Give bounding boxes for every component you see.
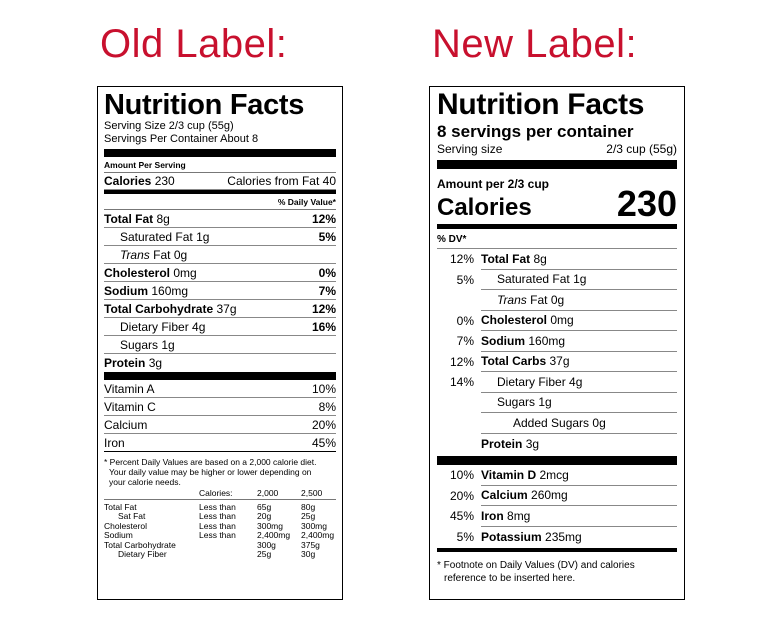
- old-servings-per-container: Servings Per Container About 8: [104, 133, 259, 145]
- old-nutrition-label: Nutrition Facts Serving Size 2/3 cup (55…: [97, 86, 343, 600]
- old-label-heading: Old Label:: [100, 22, 288, 66]
- new-nutrient-row: 14% Dietary Fiber 4g: [437, 372, 677, 393]
- old-serving-size: Serving Size 2/3 cup (55g): [104, 120, 234, 132]
- old-nutrient-row: Sugars 1g: [104, 336, 336, 354]
- new-nutrient-row: Trans Fat 0g: [437, 290, 677, 311]
- new-nutrient-row: Added Sugars 0g: [437, 413, 677, 434]
- old-footnote: * Percent Daily Values are based on a 2,…: [104, 457, 317, 487]
- new-thick-divider-3: [437, 456, 677, 465]
- new-thick-divider-2: [437, 224, 677, 229]
- new-servings-per-container: 8 servings per container: [437, 122, 634, 141]
- new-nutrient-row: Sugars 1g: [437, 393, 677, 413]
- new-dv-header: % DV*: [437, 229, 677, 249]
- old-nutrient-row: Protein 3g: [104, 356, 163, 370]
- new-amount-per: Amount per 2/3 cup: [437, 177, 550, 191]
- old-nutrient-row: Cholesterol 0mg 0%: [104, 264, 336, 282]
- new-serving-size-row: Serving size 2/3 cup (55g): [437, 142, 677, 156]
- old-vitamin-row: Vitamin A 10%: [104, 380, 336, 398]
- old-label-title: Nutrition Facts: [104, 89, 305, 121]
- old-nutrient-row: Trans Fat 0g: [104, 246, 336, 264]
- new-vitamin-row: 10% Vitamin D 2mcg: [437, 465, 677, 486]
- old-nutrient-row: Sodium 160mg 7%: [104, 282, 336, 300]
- new-nutrient-row: 0% Cholesterol 0mg: [437, 311, 677, 331]
- new-label-heading: New Label:: [432, 22, 638, 66]
- old-nutrient-row: Total Carbohydrate 37g 12%: [104, 300, 336, 318]
- new-label-title: Nutrition Facts: [437, 88, 645, 121]
- new-footnote: * Footnote on Daily Values (DV) and calo…: [437, 560, 635, 584]
- old-calories-from-fat: Calories from Fat 40: [227, 174, 336, 188]
- new-nutrition-label: Nutrition Facts 8 servings per container…: [429, 86, 685, 600]
- old-footnote-table: Total Fat Less than 65g 80g Sat Fat Less tha…: [104, 501, 335, 559]
- old-thick-divider-2: [104, 190, 336, 194]
- old-vitamin-row: Iron 45%: [104, 434, 336, 452]
- new-nutrient-row: Protein 3g: [481, 436, 540, 451]
- old-footnote-header: Calories: 2,000 2,500: [104, 488, 336, 500]
- old-nutrient-row: Dietary Fiber 4g 16%: [104, 318, 336, 336]
- old-nutrient-row: Total Fat 8g 12%: [104, 210, 336, 228]
- new-vitamin-row: 20% Calcium 260mg: [437, 486, 677, 506]
- new-nutrient-row: 5% Saturated Fat 1g: [437, 270, 677, 290]
- new-calories-row: Calories 230: [437, 183, 677, 224]
- old-nutrient-row: Saturated Fat 1g 5%: [104, 228, 336, 246]
- new-thick-divider-4: [437, 548, 677, 552]
- old-vitamin-row: Vitamin C 8%: [104, 398, 336, 416]
- new-nutrient-row: 7% Sodium 160mg: [437, 331, 677, 352]
- old-calories: Calories 230: [104, 174, 175, 188]
- new-nutrient-row: 12% Total Fat 8g: [437, 249, 677, 270]
- new-nutrient-row: 12% Total Carbs 37g: [437, 352, 677, 372]
- new-thick-divider-1: [437, 160, 677, 169]
- old-amount-per-serving: Amount Per Serving: [104, 157, 336, 173]
- new-vitamin-row: 5% Potassium 235mg: [456, 529, 582, 544]
- old-daily-value-header: % Daily Value*: [104, 194, 336, 210]
- old-vitamin-row: Calcium 20%: [104, 416, 336, 434]
- old-thick-divider-1: [104, 149, 336, 157]
- old-thick-divider-3: [104, 372, 336, 380]
- new-vitamin-row: 45% Iron 8mg: [437, 506, 677, 527]
- old-calories-row: Calories 230 Calories from Fat 40: [104, 173, 336, 190]
